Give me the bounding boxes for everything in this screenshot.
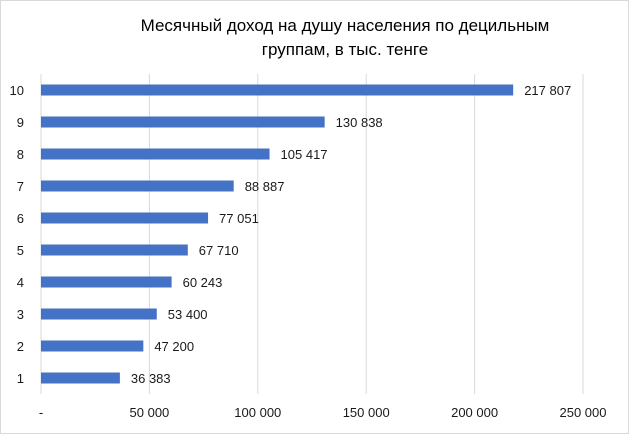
x-tick-label: 200 000 xyxy=(451,405,498,420)
x-tick-label: - xyxy=(39,405,43,420)
x-tick-label: 100 000 xyxy=(234,405,281,420)
category-label: 3 xyxy=(17,307,24,322)
bar xyxy=(41,244,188,256)
value-label: 77 051 xyxy=(219,211,259,226)
x-tick-label: 250 000 xyxy=(560,405,607,420)
value-label: 47 200 xyxy=(154,339,194,354)
bar xyxy=(41,212,209,224)
value-label: 105 417 xyxy=(281,147,328,162)
bar xyxy=(41,148,270,160)
bar xyxy=(41,180,234,192)
value-label: 53 400 xyxy=(168,307,208,322)
category-label: 10 xyxy=(10,83,24,98)
chart-title: Месячный доход на душу населения по деци… xyxy=(100,14,590,62)
bar xyxy=(41,276,172,288)
category-label: 7 xyxy=(17,179,24,194)
bar xyxy=(41,84,514,96)
bar xyxy=(41,340,144,352)
bars xyxy=(41,84,514,384)
category-label: 9 xyxy=(17,115,24,130)
x-tick-label: 150 000 xyxy=(343,405,390,420)
bar xyxy=(41,308,157,320)
value-labels: 36 383 47 200 53 400 60 243 67 710 77 051 88 8… xyxy=(131,83,571,386)
category-label: 5 xyxy=(17,243,24,258)
chart-title-line-2: группам, в тыс. тенге xyxy=(261,40,429,59)
value-label: 36 383 xyxy=(131,371,171,386)
category-label: 1 xyxy=(17,371,24,386)
x-tick-label: 50 000 xyxy=(130,405,170,420)
value-label: 67 710 xyxy=(199,243,239,258)
bar xyxy=(41,116,325,128)
category-labels: 1 2 3 4 5 6 7 8 9 10 xyxy=(10,83,24,386)
x-axis-tick-labels: - 50 000 100 000 150 000 200 000 250 000 xyxy=(39,405,607,420)
chart-title-line-1: Месячный доход на душу населения по деци… xyxy=(140,16,550,35)
value-label: 60 243 xyxy=(183,275,223,290)
value-label: 217 807 xyxy=(524,83,571,98)
value-label: 88 887 xyxy=(245,179,285,194)
category-label: 2 xyxy=(17,339,24,354)
category-label: 6 xyxy=(17,211,24,226)
category-label: 4 xyxy=(17,275,24,290)
bar xyxy=(41,372,120,384)
value-label: 130 838 xyxy=(336,115,383,130)
category-label: 8 xyxy=(17,147,24,162)
